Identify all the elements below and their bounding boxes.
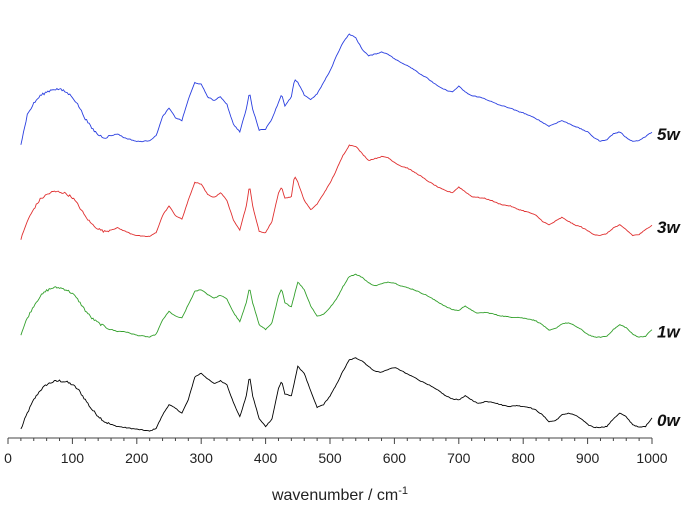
x-tick-label: 0	[4, 450, 12, 466]
x-tick-label: 600	[383, 450, 407, 466]
x-axis-title-main: wavenumber / cm	[271, 487, 398, 504]
series-line-3w	[20, 144, 653, 240]
x-tick-label: 100	[61, 450, 85, 466]
series-line-1w	[20, 273, 653, 338]
x-tick-label: 800	[512, 450, 536, 466]
x-tick-label: 300	[190, 450, 214, 466]
x-ticks: 0 100 200 300 400 500 600 700 800 900 1000	[4, 438, 668, 466]
x-tick-label: 1000	[636, 450, 667, 466]
x-tick-label: 700	[447, 450, 471, 466]
series-group	[20, 33, 653, 432]
x-tick-label: 500	[318, 450, 342, 466]
series-label-3w: 3w	[657, 218, 681, 237]
series-line-5w	[20, 33, 653, 145]
x-axis-title-superscript: -1	[398, 485, 408, 497]
x-tick-label: 400	[254, 450, 278, 466]
series-label-0w: 0w	[657, 411, 681, 430]
series-labels: 0w 1w 3w 5w	[657, 125, 681, 430]
x-tick-label: 900	[576, 450, 600, 466]
series-label-5w: 5w	[657, 125, 681, 144]
x-axis-title: wavenumber / cm-1	[271, 485, 408, 504]
series-label-1w: 1w	[657, 323, 681, 342]
x-tick-label: 200	[125, 450, 149, 466]
series-line-0w	[20, 357, 653, 432]
